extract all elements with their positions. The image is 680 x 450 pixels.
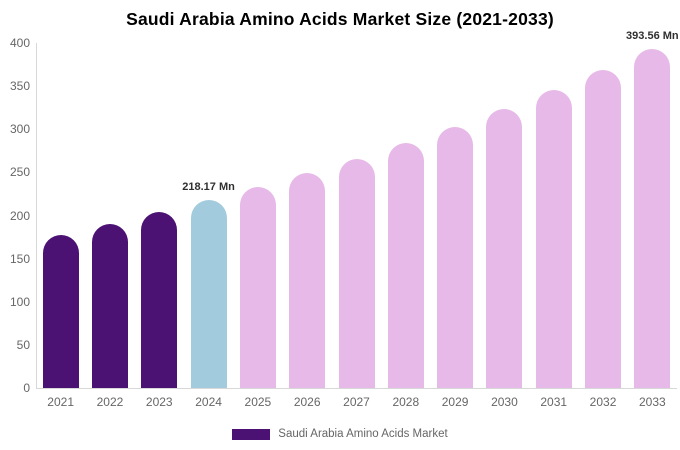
x-axis-label-2029: 2029 bbox=[441, 395, 469, 409]
x-axis-label-2022: 2022 bbox=[96, 395, 124, 409]
x-axis-label-2023: 2023 bbox=[145, 395, 173, 409]
bar-2029[interactable] bbox=[437, 126, 474, 388]
y-axis-tick-300: 300 bbox=[9, 122, 30, 137]
legend-label: Saudi Arabia Amino Acids Market bbox=[278, 428, 448, 440]
x-axis-label-2031: 2031 bbox=[540, 395, 568, 409]
x-axis-label-2033: 2033 bbox=[638, 395, 666, 409]
data-label-2024: 218.17 Mn bbox=[182, 180, 235, 193]
bar-2027[interactable] bbox=[338, 158, 375, 388]
legend-swatch bbox=[232, 428, 271, 440]
bar-2028[interactable] bbox=[387, 143, 424, 388]
bar-2021[interactable] bbox=[42, 235, 79, 388]
x-axis-label-2027: 2027 bbox=[343, 395, 370, 409]
bar-2032[interactable] bbox=[585, 69, 622, 388]
y-axis-tick-100: 100 bbox=[9, 294, 30, 309]
x-axis-label-2026: 2026 bbox=[293, 395, 321, 409]
x-axis-label-2024: 2024 bbox=[195, 395, 222, 409]
bar-2023[interactable] bbox=[141, 212, 178, 388]
chart-title: Saudi Arabia Amino Acids Market Size (20… bbox=[126, 9, 554, 29]
y-axis-line bbox=[36, 43, 37, 388]
x-axis-line bbox=[36, 388, 677, 389]
data-label-2033: 393.56 Mn bbox=[626, 29, 679, 42]
x-axis-label-2025: 2025 bbox=[244, 395, 272, 409]
bar-2022[interactable] bbox=[91, 224, 128, 388]
y-axis-tick-150: 150 bbox=[9, 251, 30, 266]
bar-2024[interactable] bbox=[190, 199, 227, 388]
y-axis-tick-250: 250 bbox=[9, 165, 30, 180]
x-axis-label-2021: 2021 bbox=[47, 395, 74, 409]
bar-2025[interactable] bbox=[239, 187, 276, 388]
bar-2026[interactable] bbox=[289, 173, 326, 388]
x-axis-label-2030: 2030 bbox=[491, 395, 518, 409]
y-axis-tick-350: 350 bbox=[9, 79, 30, 94]
y-axis-tick-400: 400 bbox=[9, 36, 30, 50]
bar-2030[interactable] bbox=[486, 109, 523, 388]
y-axis-tick-200: 200 bbox=[9, 208, 30, 223]
y-axis-tick-0: 0 bbox=[23, 381, 30, 395]
bar-2031[interactable] bbox=[535, 90, 572, 388]
bar-2033[interactable] bbox=[634, 48, 671, 388]
y-axis-tick-50: 50 bbox=[16, 337, 30, 352]
legend-item[interactable]: Saudi Arabia Amino Acids Market bbox=[0, 426, 680, 442]
x-axis-label-2032: 2032 bbox=[589, 395, 617, 409]
x-axis-label-2028: 2028 bbox=[392, 395, 420, 409]
